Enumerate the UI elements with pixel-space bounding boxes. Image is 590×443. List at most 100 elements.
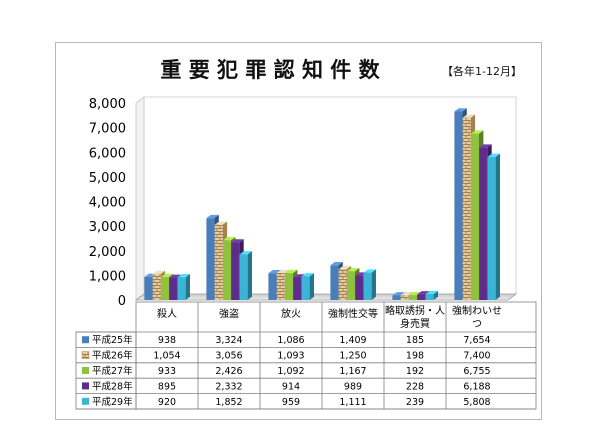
data-label: 1,852	[215, 397, 242, 408]
bar-front	[276, 273, 285, 300]
bar	[301, 273, 314, 300]
y-tick-label: 7,000	[89, 122, 126, 137]
bar-top	[479, 144, 492, 148]
data-label: 5,808	[463, 397, 490, 408]
data-label: 3,056	[215, 351, 242, 362]
bar-front	[347, 271, 355, 300]
bar-front	[454, 111, 463, 300]
bar-front	[206, 218, 215, 300]
legend-swatch	[82, 382, 89, 390]
y-tick-label: 8,000	[89, 97, 126, 112]
data-label: 228	[406, 381, 424, 392]
bar-top	[330, 262, 343, 266]
bar-top	[276, 269, 290, 274]
bar-side	[247, 251, 252, 300]
bar	[425, 290, 438, 300]
bar-front	[161, 277, 169, 300]
bar-top	[462, 114, 476, 118]
data-label: 2,426	[215, 366, 242, 377]
bar-front	[487, 156, 496, 300]
y-tick-label: 5,000	[89, 171, 126, 186]
data-label: 1,409	[339, 335, 366, 346]
bar-top	[487, 153, 500, 157]
y-tick-label: 1,000	[89, 269, 126, 284]
bar-top	[285, 269, 298, 274]
bar-top	[223, 236, 236, 241]
bar-top	[214, 221, 228, 225]
legend-entry: 平成28年	[92, 380, 133, 392]
bar-top	[454, 108, 467, 112]
data-label: 1,092	[277, 366, 304, 377]
data-label: 1,250	[339, 351, 366, 362]
bar-top	[400, 291, 414, 296]
bar-top	[239, 251, 252, 255]
bar-top	[409, 291, 422, 296]
bar-front	[355, 275, 364, 300]
y-tick-label: 0	[118, 294, 126, 309]
bar-side	[309, 273, 314, 300]
data-label: 6,188	[463, 381, 490, 392]
data-label: 959	[282, 397, 300, 408]
bar-top	[301, 273, 314, 277]
bar	[177, 274, 190, 300]
bar-front	[169, 277, 178, 300]
y-tick-label: 6,000	[89, 146, 126, 161]
bar-front	[177, 277, 186, 300]
data-label: 7,654	[463, 335, 490, 346]
y-tick-label: 3,000	[89, 220, 126, 235]
data-label: 989	[344, 381, 362, 392]
bars-group	[144, 108, 500, 301]
bar-front	[462, 117, 471, 301]
bar-front	[293, 277, 302, 300]
bar-top	[169, 274, 182, 278]
legend-entry: 平成25年	[92, 334, 133, 346]
bar-front	[338, 269, 347, 300]
bar-front	[417, 294, 426, 300]
bar-top	[206, 214, 219, 219]
chart-title: 重 要 犯 罪 認 知 件 数	[160, 58, 380, 82]
bar-top	[152, 270, 166, 275]
bar-front	[409, 295, 417, 300]
data-label: 920	[158, 397, 176, 408]
bar-front	[330, 265, 339, 300]
bar-front	[363, 272, 372, 300]
bar-front	[285, 273, 293, 300]
data-label: 1,086	[277, 335, 304, 346]
data-label: 1,167	[339, 366, 366, 377]
y-tick-label: 4,000	[89, 196, 126, 211]
data-label: 3,324	[215, 335, 242, 346]
category-label: 強制性交等	[328, 307, 378, 320]
bar-top	[293, 274, 306, 278]
bar-top	[347, 267, 360, 272]
bar-front	[231, 242, 240, 300]
legend-swatch	[82, 336, 89, 344]
category-label: 身売買	[400, 317, 430, 330]
bar-front	[214, 224, 223, 300]
data-label: 2,332	[215, 381, 242, 392]
bar-top	[177, 274, 190, 278]
bar-top	[392, 292, 405, 296]
category-label: 強制わいせ	[452, 304, 502, 317]
bar-front	[479, 147, 488, 300]
legend-entry: 平成26年	[92, 350, 133, 362]
data-label: 1,111	[339, 397, 366, 408]
bar-front	[301, 276, 310, 300]
chart-subtitle: 【各年1-12月】	[442, 64, 522, 78]
bar-top	[268, 269, 281, 274]
data-label: 933	[158, 366, 176, 377]
bar-side	[433, 290, 438, 300]
data-label: 239	[406, 397, 424, 408]
data-label: 198	[406, 351, 424, 362]
bar	[239, 251, 252, 300]
bar-front	[471, 133, 479, 300]
data-label: 6,755	[463, 366, 490, 377]
y-axis: 0 1,000 2,000 3,000 4,000 5,000 6,000 7,000 8,00…	[89, 97, 126, 309]
category-label: 強盗	[219, 307, 239, 320]
bar-side	[495, 153, 500, 300]
category-label: 放火	[281, 307, 301, 320]
bar	[487, 153, 500, 300]
data-label: 914	[282, 381, 300, 392]
legend-swatch	[82, 367, 89, 374]
